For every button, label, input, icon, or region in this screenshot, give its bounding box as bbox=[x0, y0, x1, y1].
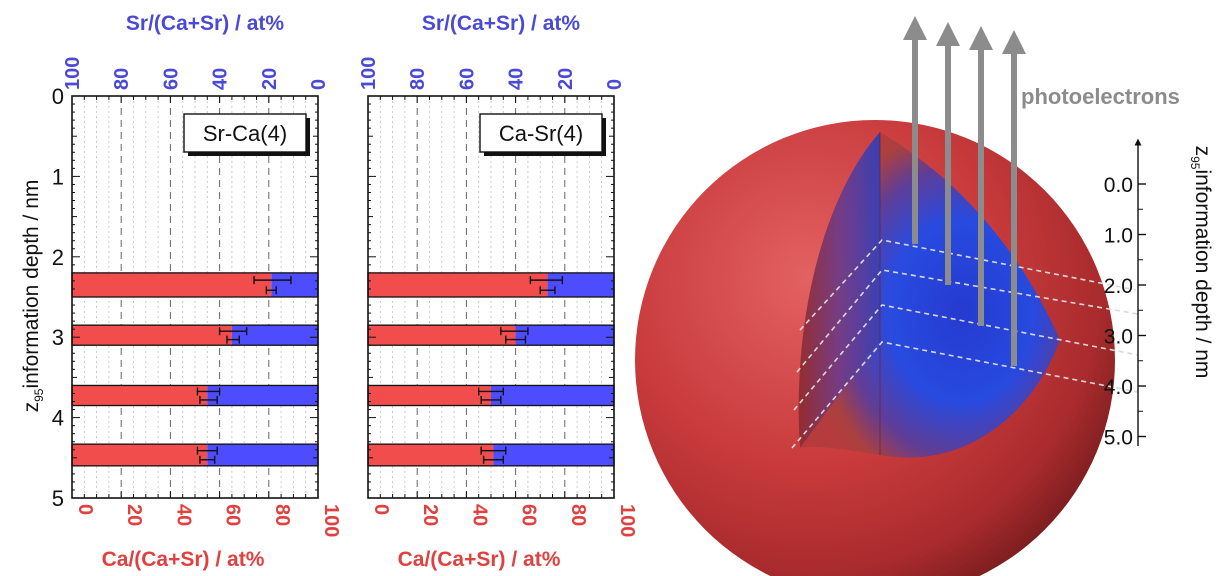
depth-axis-tick-label: 0.0 bbox=[1104, 174, 1133, 197]
sphere-illustration bbox=[635, 120, 1139, 576]
depth-axis-tick-label: 1.0 bbox=[1104, 225, 1133, 248]
x-tick-label-top: 80 bbox=[111, 68, 133, 90]
depth-axis-ticks: 0.0 1.0 2.0 3.0 4.0 5.0 bbox=[1104, 174, 1146, 450]
bar-sr bbox=[231, 325, 318, 346]
panel-label: Ca-Sr(4) bbox=[499, 121, 583, 146]
depth-axis-tick-label: 2.0 bbox=[1104, 275, 1133, 298]
bar-sr bbox=[491, 385, 614, 406]
bar-ca bbox=[368, 272, 548, 297]
depth-axis-tick-label: 3.0 bbox=[1104, 326, 1133, 349]
x-tick-label-top: 0 bbox=[604, 79, 626, 90]
sphere-core bbox=[800, 132, 1060, 458]
y-tick-label: 2 bbox=[52, 245, 64, 270]
bar-ca bbox=[368, 385, 491, 406]
bar-sr bbox=[493, 444, 614, 466]
x-tick-label-top: 20 bbox=[555, 68, 577, 90]
y-tick-label: 4 bbox=[52, 406, 64, 431]
x-tick-label-bottom: 60 bbox=[518, 504, 540, 526]
x-tick-label-bottom: 20 bbox=[123, 504, 145, 526]
x-tick-label-bottom: 60 bbox=[222, 504, 244, 526]
y-tick-label: 5 bbox=[52, 486, 64, 511]
panel-label-box bbox=[479, 113, 603, 153]
depth-axis-tick-label: 4.0 bbox=[1104, 376, 1133, 399]
x-tick-label-top: 60 bbox=[160, 68, 182, 90]
depth-planes bbox=[791, 239, 1139, 449]
x-axis-title-bottom: Ca/(Ca+Sr) / at% bbox=[398, 548, 561, 571]
bar-sr bbox=[515, 325, 614, 346]
x-axis-title-top: Sr/(Ca+Sr) / at% bbox=[126, 12, 284, 35]
panel-label-box bbox=[183, 113, 307, 153]
bar-ca bbox=[72, 385, 208, 406]
sphere-cut-face bbox=[798, 132, 880, 448]
x-tick-label-bottom: 100 bbox=[616, 504, 638, 537]
x-tick-label-bottom: 0 bbox=[370, 504, 392, 515]
x-axis-title-bottom: Ca/(Ca+Sr) / at% bbox=[102, 548, 265, 571]
y-tick-label: 0 bbox=[52, 84, 64, 109]
bar-sr bbox=[547, 272, 614, 297]
panel-label: Sr-Ca(4) bbox=[203, 121, 287, 146]
y-axis-label: z95information depth / nm bbox=[20, 180, 46, 413]
x-tick-label-bottom: 40 bbox=[172, 504, 194, 526]
depth-plane-1 bbox=[799, 239, 1137, 331]
bar-sr bbox=[207, 385, 318, 406]
depth-plane-3 bbox=[793, 304, 1139, 411]
x-tick-label-bottom: 80 bbox=[271, 504, 293, 526]
bar-ca bbox=[368, 325, 516, 346]
x-tick-label-top: 100 bbox=[358, 57, 380, 90]
depth-axis-label-text: information depth / nm bbox=[1191, 169, 1214, 378]
depth-axis-label: z95information depth / nm bbox=[1188, 146, 1214, 379]
y-axis-label-prefix: z bbox=[20, 402, 43, 413]
x-tick-label-top: 100 bbox=[62, 57, 84, 90]
bar-sr bbox=[207, 444, 318, 466]
bar-sr bbox=[271, 272, 318, 297]
chart-panel-ca-sr: 0 20 40 60 80 100 100 80 60 40 20 0 Ca/(Ca+Sr) / at%… bbox=[358, 12, 638, 571]
x-tick-label-top: 40 bbox=[506, 68, 528, 90]
x-tick-label-bottom: 20 bbox=[419, 504, 441, 526]
x-tick-label-bottom: 0 bbox=[74, 504, 96, 515]
depth-axis: 0.0 1.0 2.0 3.0 4.0 5.0 z95information depth … bbox=[1104, 138, 1214, 450]
x-tick-label-bottom: 40 bbox=[468, 504, 490, 526]
bar-ca bbox=[72, 444, 208, 466]
y-tick-label: 3 bbox=[52, 325, 64, 350]
bar-ca bbox=[72, 272, 272, 297]
photoelectron-arrows bbox=[903, 15, 1026, 366]
depth-axis-label-sub: 95 bbox=[1188, 156, 1202, 170]
x-tick-label-bottom: 80 bbox=[567, 504, 589, 526]
x-tick-label-top: 80 bbox=[407, 68, 429, 90]
x-tick-label-top: 60 bbox=[456, 68, 478, 90]
bar-ca bbox=[368, 444, 494, 466]
photoelectrons-label: photoelectrons bbox=[1021, 84, 1180, 109]
y-axis-label-text: information depth / nm bbox=[20, 180, 43, 389]
x-axis-title-top: Sr/(Ca+Sr) / at% bbox=[422, 12, 580, 35]
bar-ca bbox=[72, 325, 232, 346]
depth-axis-tick-label: 5.0 bbox=[1104, 427, 1133, 450]
x-tick-label-top: 20 bbox=[259, 68, 281, 90]
x-tick-label-top: 0 bbox=[308, 79, 330, 90]
x-tick-label-top: 40 bbox=[210, 68, 232, 90]
depth-plane-4 bbox=[791, 341, 1139, 449]
depth-axis-label-prefix: z bbox=[1191, 146, 1214, 157]
x-tick-label-bottom: 100 bbox=[320, 504, 342, 537]
y-axis-label-sub: 95 bbox=[32, 388, 46, 402]
y-tick-label: 1 bbox=[52, 164, 64, 189]
